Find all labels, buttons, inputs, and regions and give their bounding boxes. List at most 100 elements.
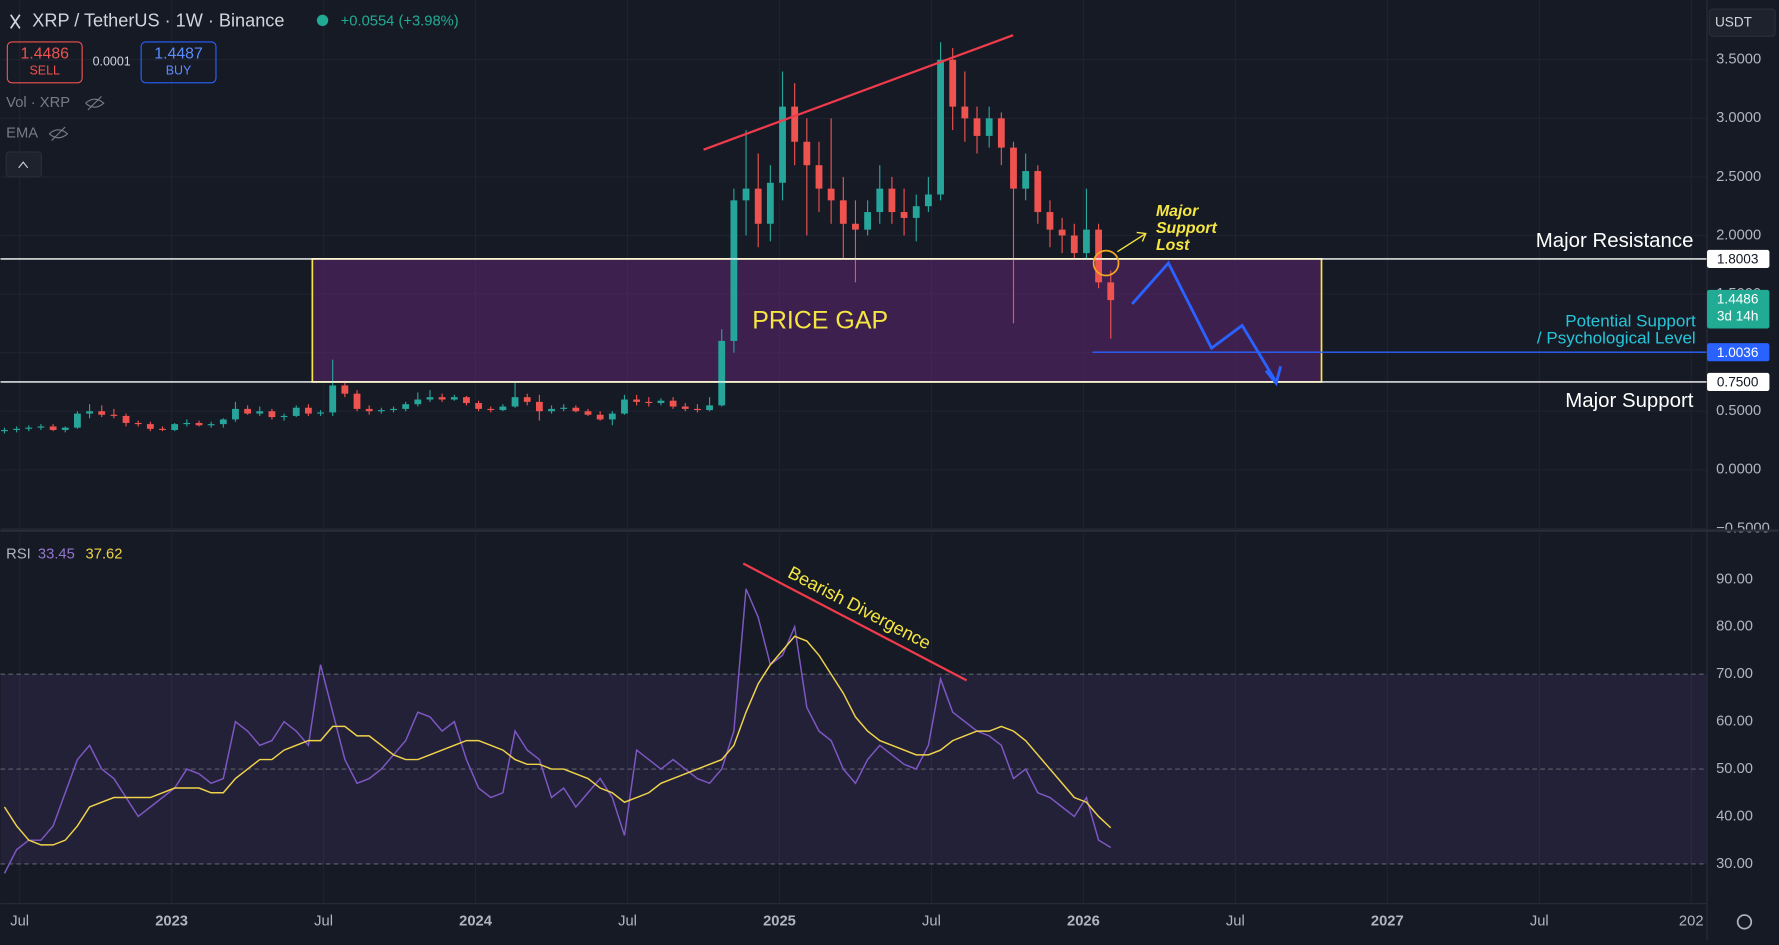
candle-body bbox=[183, 422, 191, 425]
y-tick-label: 2.0000 bbox=[1716, 227, 1761, 243]
candle-body bbox=[718, 340, 726, 406]
candle-body bbox=[1095, 229, 1102, 283]
x-tick-label: Jul bbox=[10, 914, 29, 930]
candle-body bbox=[280, 415, 288, 418]
sell-price: 1.4486 bbox=[20, 46, 69, 63]
candle-body bbox=[572, 407, 580, 412]
buy-button[interactable] bbox=[140, 41, 217, 84]
candle-body bbox=[596, 414, 604, 420]
candle-body bbox=[37, 426, 45, 428]
candle-body bbox=[766, 182, 774, 224]
indicator-label: EMA bbox=[6, 126, 38, 142]
symbol-title: XRP / TetherUS · 1W · Binance bbox=[32, 10, 284, 30]
note: Support bbox=[1156, 220, 1218, 237]
level-text: Major Resistance bbox=[1536, 230, 1694, 252]
hide-icon[interactable] bbox=[48, 126, 69, 142]
candle-body bbox=[487, 408, 495, 411]
note: Lost bbox=[1156, 237, 1190, 254]
sell-button[interactable] bbox=[6, 41, 83, 84]
rsi-value: 33.45 bbox=[38, 546, 75, 562]
candle-body bbox=[98, 411, 106, 415]
projection-path bbox=[1131, 260, 1278, 383]
candle-body bbox=[523, 397, 531, 402]
y-tick-label: 90.00 bbox=[1716, 571, 1753, 587]
candle-body bbox=[134, 422, 142, 425]
highlight-circle bbox=[1092, 249, 1120, 277]
y-tick-label: 0.5000 bbox=[1716, 403, 1761, 419]
candle-body bbox=[706, 405, 713, 411]
candle-body bbox=[13, 428, 21, 430]
candle-body bbox=[377, 410, 385, 412]
level-text: Potential Support bbox=[1565, 312, 1696, 331]
sell-label: SELL bbox=[29, 64, 60, 78]
candle-body bbox=[803, 141, 811, 166]
candle-body bbox=[390, 408, 397, 411]
x-tick-label: Jul bbox=[1530, 914, 1549, 930]
y-tick-label: 0.0000 bbox=[1716, 462, 1761, 478]
candle-body bbox=[122, 415, 130, 423]
last-price-box bbox=[1707, 289, 1770, 329]
collapse-button[interactable] bbox=[5, 151, 42, 178]
candle-body bbox=[317, 412, 324, 414]
currency-button[interactable] bbox=[1708, 8, 1776, 37]
rsi-ma-value: 37.62 bbox=[86, 546, 123, 562]
candle-body bbox=[195, 422, 203, 426]
candle-body bbox=[827, 188, 835, 201]
x-tick-label: 2023 bbox=[155, 914, 188, 930]
candle-body bbox=[1107, 282, 1115, 301]
note: Major bbox=[1156, 203, 1199, 220]
candle-body bbox=[499, 406, 507, 411]
candle-body bbox=[608, 413, 616, 420]
candle-body bbox=[268, 411, 276, 418]
candle-body bbox=[1070, 235, 1078, 254]
candle-body bbox=[1010, 147, 1017, 189]
candle-body bbox=[791, 106, 799, 142]
candle-body bbox=[852, 223, 859, 230]
spread: 0.0001 bbox=[93, 55, 131, 69]
candle-body bbox=[159, 428, 166, 430]
collapse-icon bbox=[18, 161, 29, 169]
rsi-line bbox=[3, 588, 1112, 874]
x-tick-label: 2026 bbox=[1067, 914, 1100, 930]
candle-body bbox=[876, 188, 884, 213]
settings-icon[interactable] bbox=[1736, 914, 1753, 930]
candle-body bbox=[74, 413, 81, 428]
candle-body bbox=[937, 59, 944, 195]
level-text: / Psychological Level bbox=[1537, 329, 1696, 348]
candle-body bbox=[548, 408, 555, 412]
indicator-label: Vol · XRP bbox=[6, 95, 70, 111]
x-tick-label: 2024 bbox=[459, 914, 493, 930]
hide-icon[interactable] bbox=[85, 95, 105, 111]
y-tick-label: 3.5000 bbox=[1716, 52, 1761, 68]
projection-arrow bbox=[1264, 365, 1283, 387]
level-label-box bbox=[1707, 343, 1770, 362]
candle-body bbox=[207, 424, 215, 426]
candle-body bbox=[888, 188, 896, 213]
y-tick-label: 80.00 bbox=[1716, 619, 1753, 635]
x-tick-label: Jul bbox=[618, 914, 637, 930]
candle-body bbox=[779, 106, 786, 183]
y-tick-label: 2.5000 bbox=[1716, 169, 1761, 185]
y-tick-label: 50.00 bbox=[1716, 761, 1753, 777]
candle-body bbox=[864, 212, 872, 230]
candle-body bbox=[463, 397, 470, 404]
candle-body bbox=[1046, 212, 1054, 230]
candle-body bbox=[621, 399, 628, 414]
note-arrow-head bbox=[1136, 231, 1147, 242]
level-label: 1.0036 bbox=[1717, 345, 1759, 360]
x-tick-label: 202 bbox=[1679, 914, 1704, 930]
candle-body bbox=[414, 399, 422, 405]
buy-price: 1.4487 bbox=[154, 46, 203, 63]
candle-body bbox=[657, 400, 665, 404]
candle-body bbox=[584, 411, 592, 415]
candle-body bbox=[961, 106, 969, 119]
level-label: 1.8003 bbox=[1717, 252, 1759, 267]
level-label-box bbox=[1707, 372, 1770, 392]
y-tick-label: 60.00 bbox=[1716, 714, 1753, 730]
x-tick-label: Jul bbox=[1226, 914, 1245, 930]
candle-body bbox=[353, 393, 361, 409]
candle-body bbox=[146, 424, 154, 429]
candle-body bbox=[25, 427, 33, 429]
